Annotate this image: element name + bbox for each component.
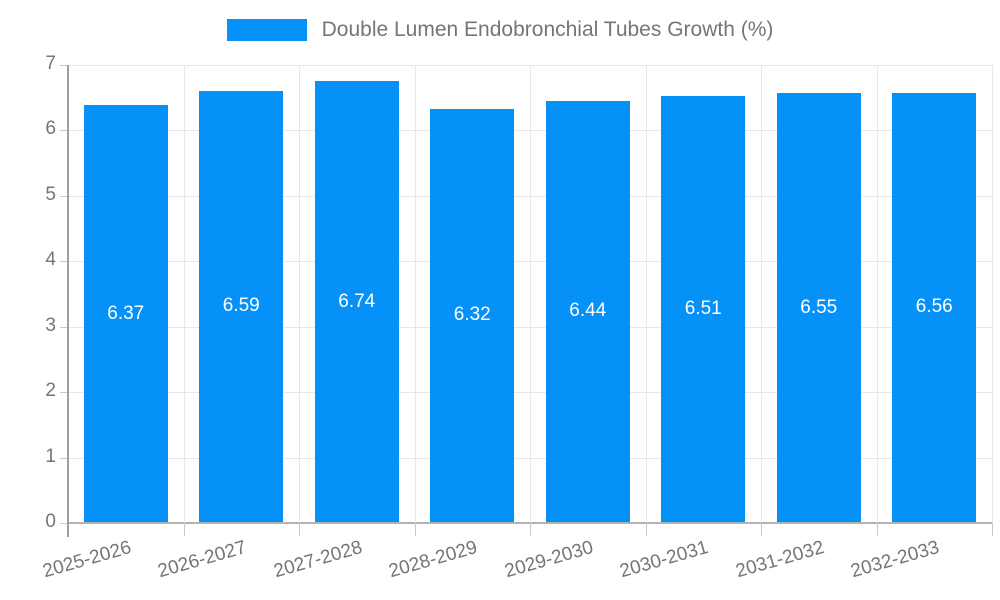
x-gridline (992, 65, 993, 523)
y-axis-tick-label: 1 (45, 445, 56, 467)
bar: 6.59 (199, 90, 284, 522)
x-gridline (414, 65, 416, 523)
x-tick (183, 523, 185, 536)
bar: 6.51 (661, 96, 746, 522)
y-tick (60, 261, 68, 263)
x-gridline (645, 65, 647, 523)
y-axis-tick-label: 2 (45, 380, 56, 402)
y-axis-line (67, 65, 69, 537)
bar: 6.55 (776, 93, 861, 522)
x-axis-tick-label: 2028-2029 (386, 537, 481, 583)
bar-value-label: 6.59 (222, 295, 260, 317)
bar: 6.74 (314, 81, 399, 522)
chart-legend: Double Lumen Endobronchial Tubes Growth … (0, 18, 1000, 42)
bar-value-label: 6.44 (569, 300, 607, 322)
y-tick (60, 195, 68, 197)
x-gridline (876, 65, 878, 523)
y-tick (60, 523, 68, 524)
x-gridline (530, 65, 531, 523)
y-axis-tick-label: 6 (45, 118, 56, 140)
x-tick (645, 523, 647, 536)
bar-value-label: 6.32 (453, 304, 491, 326)
x-axis-tick-label: 2030-2031 (617, 537, 712, 583)
x-tick (414, 523, 416, 536)
y-tick (60, 392, 68, 394)
x-axis-tick-label: 2031-2032 (733, 537, 827, 583)
x-axis-tick-label: 2025-2026 (40, 537, 134, 583)
x-tick (761, 523, 762, 536)
x-gridline (761, 65, 762, 523)
x-tick (876, 523, 878, 536)
x-axis-tick-label: 2032-2033 (848, 537, 943, 583)
y-tick (60, 130, 68, 132)
x-gridline (299, 65, 300, 523)
plot-area: 6.37 6.59 6.74 6.32 6.44 6.51 6.55 6.56 (68, 65, 993, 524)
x-gridline (183, 65, 185, 523)
bar-value-label: 6.56 (915, 296, 953, 318)
bar-value-label: 6.55 (800, 296, 838, 318)
y-tick (60, 457, 68, 459)
y-axis-tick-label: 3 (45, 314, 56, 336)
legend-swatch-icon (226, 19, 307, 41)
bar-value-label: 6.74 (338, 290, 376, 312)
x-tick (992, 523, 993, 536)
legend-series-label: Double Lumen Endobronchial Tubes Growth … (321, 18, 774, 41)
bar: 6.44 (545, 100, 630, 522)
y-axis-tick-label: 7 (45, 53, 56, 74)
x-tick (530, 523, 531, 536)
x-axis-tick-label: 2029-2030 (502, 537, 596, 583)
bar-value-label: 6.37 (107, 302, 145, 324)
y-axis-tick-label: 5 (45, 183, 56, 205)
y-tick (60, 326, 68, 328)
bar: 6.32 (430, 108, 515, 522)
x-axis-tick-label: 2027-2028 (271, 537, 365, 583)
x-tick (299, 523, 300, 536)
bar: 6.56 (892, 92, 977, 522)
bar: 6.37 (83, 105, 168, 522)
y-axis-tick-label: 0 (45, 511, 56, 532)
bar-value-label: 6.51 (684, 298, 722, 320)
x-axis-tick-label: 2026-2027 (155, 537, 250, 583)
y-axis-tick-label: 4 (45, 249, 56, 271)
y-tick (60, 65, 68, 66)
